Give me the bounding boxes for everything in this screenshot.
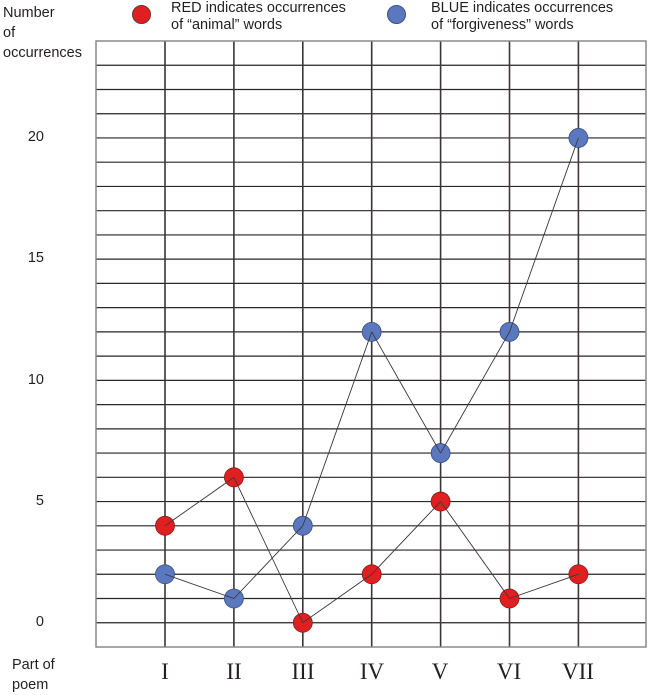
series-line-segment xyxy=(371,331,377,341)
series-line-segment xyxy=(295,525,304,533)
y-axis-title: Number of occurrences xyxy=(3,3,82,63)
series-line-segment xyxy=(164,573,175,578)
legend-red-label: RED indicates occurrences of “animal” wo… xyxy=(171,0,346,33)
series-line-segment xyxy=(440,444,446,454)
series-line-segment xyxy=(569,573,579,578)
series-line-segment xyxy=(233,591,241,599)
y-tick-label: 20 xyxy=(27,129,44,145)
x-tick-label: II xyxy=(226,659,242,684)
series-line-segment xyxy=(302,516,307,526)
series-line-segment xyxy=(224,594,235,599)
series-line-segment xyxy=(504,331,510,341)
series-line-segment xyxy=(363,573,372,581)
series-line-segment xyxy=(164,520,173,527)
plot-border xyxy=(95,40,647,648)
x-tick-label: III xyxy=(291,659,315,684)
y-axis-title-line: of xyxy=(3,25,16,41)
x-tick-label: IV xyxy=(359,659,385,684)
y-axis-title-line: Number xyxy=(3,5,55,21)
series-line-segment xyxy=(371,567,379,575)
x-tick-label: VII xyxy=(562,659,594,684)
series-line-segment xyxy=(225,476,235,484)
series-line-segment xyxy=(435,444,441,454)
x-axis-title: Part of poem xyxy=(12,655,55,695)
legend-red-marker-icon xyxy=(132,5,151,24)
x-axis-title-line: Part of xyxy=(12,657,55,673)
x-tick-label: VI xyxy=(496,659,522,684)
x-tick-label: I xyxy=(161,659,169,684)
y-tick-label: 5 xyxy=(35,493,44,509)
legend-blue-label: BLUE indicates occurrences of “forgivene… xyxy=(431,0,614,33)
series-line-segment xyxy=(233,477,239,487)
series-line-segment xyxy=(433,501,441,509)
series-line-segment xyxy=(509,594,519,599)
x-tick-label: V xyxy=(431,659,449,684)
y-tick-label: 15 xyxy=(27,250,44,266)
legend: RED indicates occurrences of “animal” wo… xyxy=(0,0,648,36)
series-line-segment xyxy=(440,501,447,510)
series-line-segment xyxy=(298,614,304,623)
series-line-segment xyxy=(509,322,514,333)
series-line-segment xyxy=(302,616,311,624)
series-line-segment xyxy=(368,331,373,341)
y-axis-title-line: occurrences xyxy=(3,45,82,61)
legend-blue-marker-icon xyxy=(387,5,406,24)
y-tick-label: 0 xyxy=(35,614,44,630)
x-axis-title-line: poem xyxy=(12,677,49,693)
y-tick-label: 10 xyxy=(27,372,44,388)
series-line-segment xyxy=(503,590,510,599)
series-line-segment xyxy=(574,137,579,148)
